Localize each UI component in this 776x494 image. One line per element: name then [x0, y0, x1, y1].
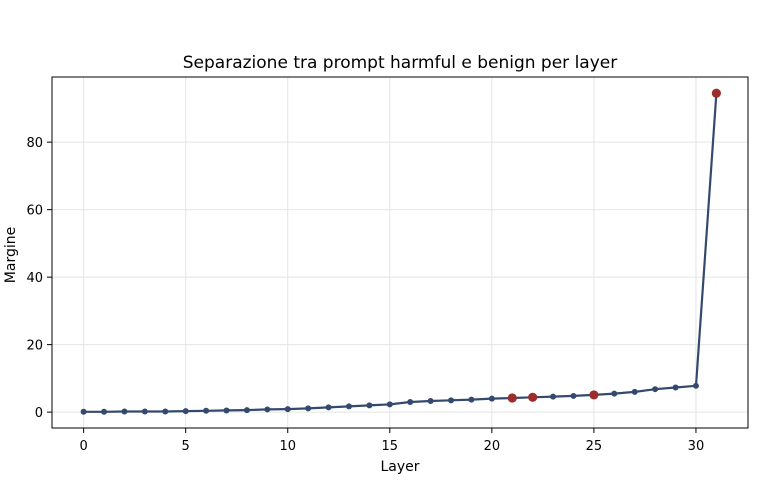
data-point	[570, 392, 577, 399]
series-line	[83, 93, 718, 413]
y-axis-label: Margine	[3, 227, 19, 283]
data-point	[141, 408, 148, 415]
highlighted-point	[589, 390, 599, 400]
data-point	[80, 408, 87, 415]
data-point	[652, 386, 659, 393]
highlighted-point	[711, 88, 721, 98]
data-point	[427, 398, 434, 404]
y-tick-label: 20	[26, 339, 43, 354]
grid	[52, 77, 748, 428]
data-point	[488, 395, 495, 402]
plot-frame	[51, 76, 749, 429]
x-tick-label: 10	[279, 439, 296, 454]
x-tick-label: 30	[688, 439, 705, 454]
data-point	[223, 407, 230, 414]
data-point	[305, 405, 312, 412]
x-tick-label: 20	[484, 439, 501, 454]
y-axis-ticks: 0 20 40 60 80	[26, 136, 52, 421]
data-point	[448, 397, 455, 404]
data-point	[162, 408, 169, 415]
data-point	[182, 408, 189, 415]
data-point	[468, 396, 475, 403]
x-axis-ticks: 0 5 10 15 20 25 30	[79, 428, 704, 454]
series-layer	[83, 93, 718, 413]
x-tick-label: 5	[182, 439, 190, 454]
data-point	[243, 407, 250, 414]
highlighted-point	[528, 392, 538, 402]
highlighted-point	[507, 393, 517, 403]
data-point	[672, 384, 679, 391]
y-tick-label: 80	[26, 136, 43, 151]
data-point	[345, 403, 352, 410]
chart-title: Separazione tra prompt harmful e benign …	[183, 53, 617, 73]
data-point	[101, 408, 108, 415]
data-point	[611, 390, 618, 397]
data-point	[203, 407, 210, 414]
data-point	[325, 404, 332, 411]
y-tick-label: 60	[26, 204, 43, 219]
points-layer	[80, 88, 721, 415]
x-axis-label: Layer	[380, 459, 419, 475]
x-tick-label: 25	[586, 439, 603, 454]
data-point	[264, 406, 271, 413]
data-point	[550, 393, 557, 400]
data-point	[386, 401, 393, 408]
data-point	[692, 382, 699, 389]
x-tick-label: 0	[79, 439, 87, 454]
y-tick-label: 40	[26, 271, 43, 286]
data-point	[284, 406, 291, 413]
data-point	[407, 399, 414, 406]
x-tick-label: 15	[382, 439, 399, 454]
data-point	[366, 402, 373, 409]
y-tick-label: 0	[35, 406, 43, 421]
data-point	[631, 388, 638, 395]
data-point	[121, 408, 128, 415]
